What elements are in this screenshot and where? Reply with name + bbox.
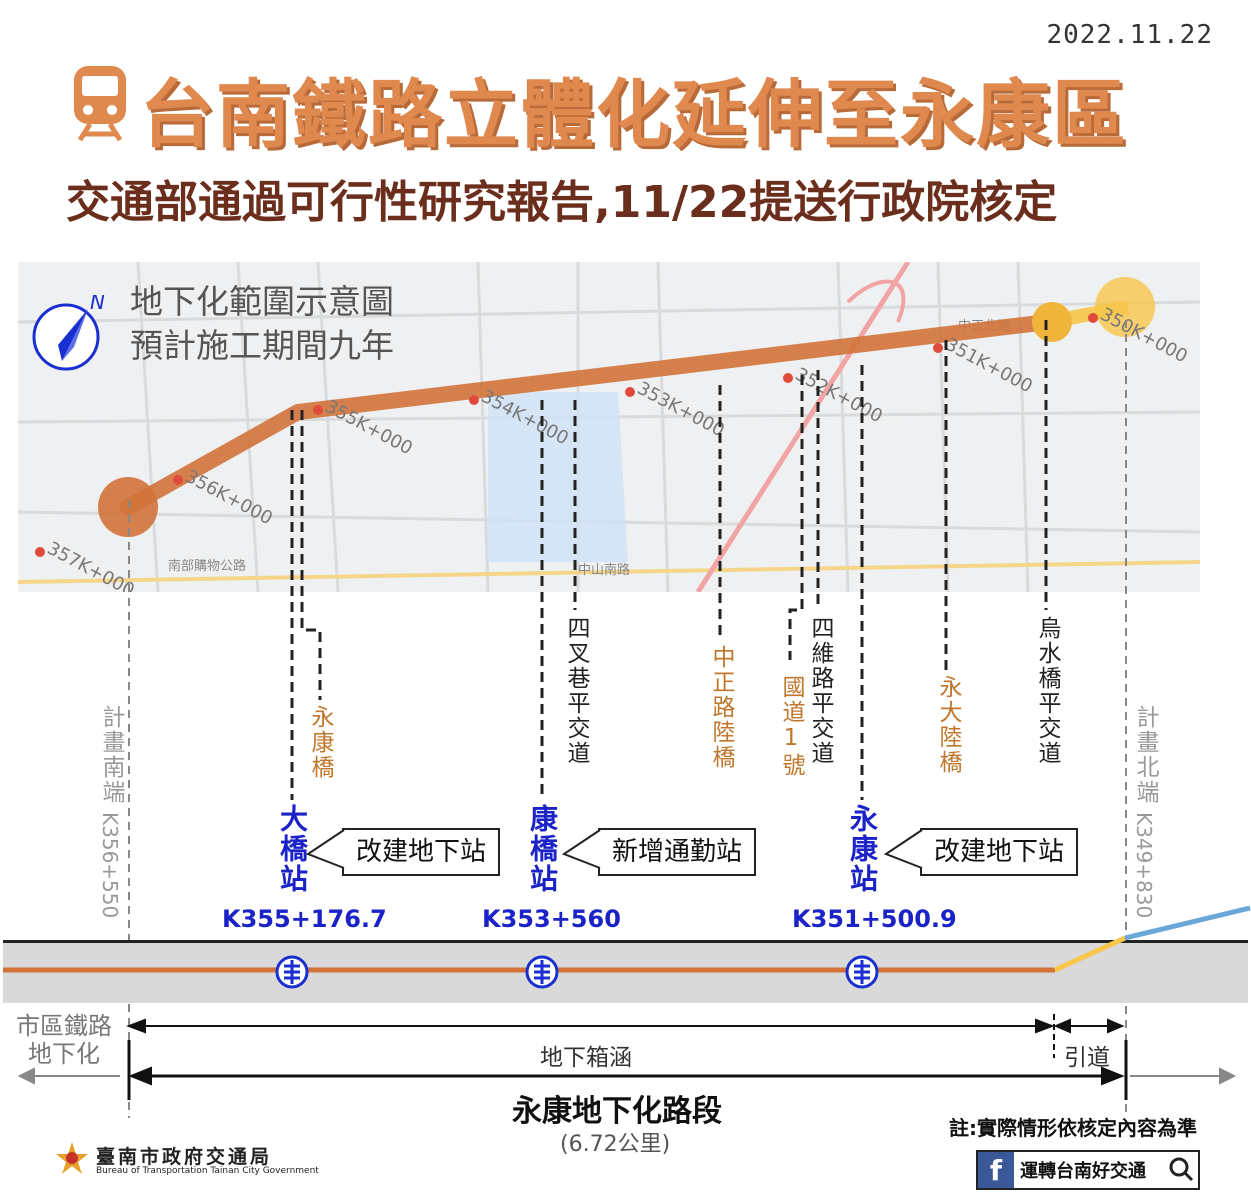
station-dajiao: 大橋站 — [276, 804, 309, 894]
route-map: 中正北路 中山南路 南部購物公路 357K+000 356K+000 355K+… — [18, 262, 1200, 592]
track-lines — [3, 905, 1251, 989]
box-culvert-label: 地下箱涵 — [540, 1045, 632, 1071]
callout-pointers — [305, 829, 923, 869]
approach-label: 引道 — [1064, 1045, 1110, 1071]
station-dajiao-note: 改建地下站 — [342, 828, 501, 876]
yongda-bridge-label: 永大陸橋 — [935, 675, 961, 775]
map-title: 地下化範圍示意圖 預計施工期間九年 — [130, 280, 394, 368]
disclaimer-note: 註:實際情形依核定內容為準 — [949, 1116, 1197, 1140]
facebook-icon: f — [978, 1152, 1014, 1188]
street-label: 南部購物公路 — [168, 558, 246, 574]
agency-name-zh: 臺南市政府交通局 — [96, 1146, 273, 1168]
wushui-bridge-crossing-label: 烏水橋平交道 — [1034, 616, 1060, 766]
map-background: 中正北路 中山南路 南部購物公路 357K+000 356K+000 355K+… — [18, 262, 1200, 592]
map-title-line1: 地下化範圍示意圖 — [130, 282, 394, 321]
street-label: 中山南路 — [578, 562, 630, 578]
zhongzheng-bridge-label: 中正路陸橋 — [708, 645, 734, 770]
station-kangqiao-note: 新增通勤站 — [598, 828, 757, 876]
date: 2022.11.22 — [1046, 20, 1213, 50]
south-end-label: 計畫南端 — [98, 705, 124, 805]
section-name: 永康地下化路段 — [512, 1094, 722, 1129]
compass-letter: N — [90, 295, 105, 314]
extent-arrows — [17, 1014, 1237, 1100]
facebook-search-bar[interactable]: f 運轉台南好交通 — [976, 1150, 1200, 1190]
search-icon[interactable] — [1168, 1156, 1194, 1182]
section-length: (6.72公里) — [560, 1132, 671, 1157]
yongkang-bridge-label: 永康橋 — [307, 705, 333, 780]
agency-logo — [56, 1142, 88, 1174]
station-yongkang: 永康站 — [846, 804, 879, 894]
station-kangqiao-km: K353+560 — [482, 905, 621, 933]
facebook-page-name: 運轉台南好交通 — [1020, 1161, 1146, 1182]
agency-name-en: Bureau of Transportation Tainan City Gov… — [96, 1166, 319, 1176]
north-end-km: K349+830 — [1132, 812, 1156, 919]
city-rail-label: 市區鐵路地下化 — [16, 1012, 112, 1068]
station-dajiao-km: K355+176.7 — [222, 905, 387, 933]
page-title: 台南鐵路立體化延伸至永康區 — [140, 72, 1128, 158]
siwei-road-crossing-label: 四維路平交道 — [807, 616, 833, 766]
station-icon — [275, 955, 879, 989]
compass-icon: N — [32, 295, 105, 371]
station-yongkang-km: K351+500.9 — [792, 905, 957, 933]
train-icon — [74, 66, 126, 142]
north-end-label: 計畫北端 — [1132, 705, 1158, 805]
page-subtitle: 交通部通過可行性研究報告,11/22提送行政院核定 — [66, 177, 1058, 228]
national-highway-label: 國道1號 — [778, 675, 804, 778]
sicha-lane-crossing-label: 四叉巷平交道 — [563, 616, 589, 766]
station-kangqiao: 康橋站 — [526, 804, 559, 894]
station-yongkang-note: 改建地下站 — [920, 828, 1079, 876]
map-title-line2: 預計施工期間九年 — [130, 326, 394, 365]
south-end-km: K356+550 — [98, 812, 122, 919]
